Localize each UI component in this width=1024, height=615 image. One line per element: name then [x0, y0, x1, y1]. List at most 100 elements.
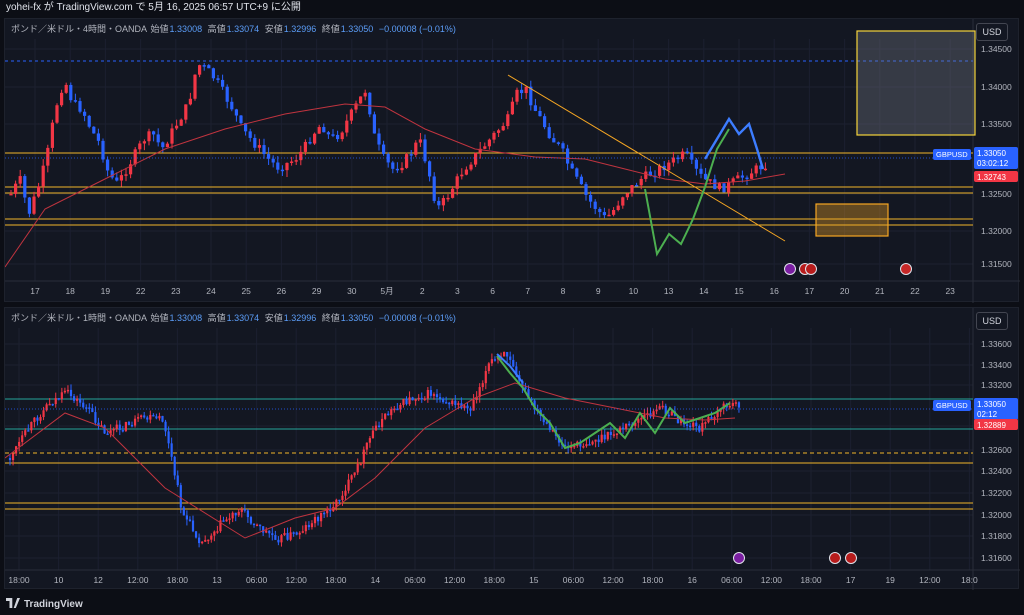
time-axis-label: 18:00 — [484, 575, 506, 585]
candle-body — [637, 418, 640, 423]
candle-body — [345, 120, 349, 133]
candle-body — [27, 197, 31, 214]
candle-body — [451, 188, 455, 198]
price-axis-label: 1.31500 — [981, 259, 1012, 269]
candle-body — [731, 403, 734, 406]
candle-body — [320, 512, 323, 522]
low-label: 安値 — [264, 313, 283, 323]
candle-body — [54, 398, 57, 405]
candle-body — [400, 167, 404, 171]
candle-body — [658, 406, 661, 410]
candle-body — [377, 425, 381, 428]
supply-zone-box — [856, 30, 976, 136]
candle-body — [265, 530, 268, 533]
candle-body — [257, 145, 261, 148]
candle-body — [255, 524, 259, 527]
ohlc-legend-4h: ポンド／米ドル・4時間・OANDA 始値1.33008 高値1.33074 安値… — [11, 22, 459, 35]
currency-button[interactable]: USD — [976, 23, 1008, 41]
candle-body — [396, 408, 399, 411]
candle-body — [64, 84, 68, 93]
candle-body — [188, 98, 192, 105]
candle-body — [79, 398, 82, 403]
chart-panel-4h[interactable]: 1.34500 1.34000 1.33500 1.32500 1.32000 1.315… — [4, 18, 1020, 303]
candle-body — [497, 130, 501, 133]
candle-body — [681, 151, 685, 160]
candle-body — [51, 403, 54, 406]
candle-body — [727, 181, 731, 193]
candle-body — [750, 173, 754, 179]
candle-body — [469, 164, 473, 170]
candle-body — [142, 141, 146, 144]
candle-body — [336, 134, 340, 140]
candle-body — [437, 200, 441, 206]
candle-body — [409, 154, 413, 156]
price-axis-label: 1.33600 — [981, 339, 1012, 349]
ma-tag — [974, 419, 1018, 430]
candle-body — [21, 435, 24, 442]
candle-body — [326, 508, 329, 514]
candle-body — [96, 133, 100, 141]
blue-forecast-line — [703, 116, 765, 170]
tradingview-logo[interactable]: TradingView — [6, 598, 83, 610]
candle-body — [179, 485, 182, 508]
candle-body — [365, 442, 368, 450]
candle-body — [313, 133, 317, 144]
chart-canvas-1h[interactable]: 1.336001.334001.332001.328001.326001.324… — [5, 308, 1020, 590]
candle-body — [243, 509, 246, 511]
time-axis-label: 17 — [805, 286, 815, 296]
candle-body — [57, 398, 60, 400]
candle-body — [316, 516, 320, 522]
time-axis-label: 06:00 — [721, 575, 743, 585]
candle-body — [512, 359, 515, 367]
candle-body — [82, 402, 85, 408]
candle-body — [478, 387, 481, 397]
moving-average-line — [5, 103, 786, 268]
candle-body — [18, 176, 22, 184]
candle-body — [547, 127, 551, 139]
time-axis-label: 12:00 — [444, 575, 466, 585]
candle-body — [228, 518, 231, 520]
currency-button[interactable]: USD — [976, 312, 1008, 330]
candle-body — [414, 399, 417, 401]
candle-body — [175, 125, 179, 129]
candle-body — [137, 417, 140, 419]
candle-body — [165, 143, 169, 148]
high-label: 高値 — [207, 313, 226, 323]
price-axis-label: 1.32200 — [981, 488, 1012, 498]
candle-body — [359, 96, 363, 104]
candle-body — [368, 438, 371, 443]
open-value: 1.33008 — [169, 24, 203, 34]
candle-body — [506, 114, 510, 127]
candle-body — [109, 430, 112, 434]
candle-body — [317, 127, 321, 134]
candle-body — [262, 526, 265, 533]
candle-body — [97, 422, 100, 426]
candle-body — [24, 430, 27, 436]
lightning-event-icon — [784, 263, 796, 275]
candle-body — [161, 415, 164, 422]
candle-body — [225, 86, 229, 102]
close-label: 終値 — [321, 24, 340, 34]
time-axis-label: 12:00 — [127, 575, 149, 585]
chart-canvas-4h[interactable]: 1.34500 1.34000 1.33500 1.32500 1.32000 1.315… — [5, 19, 1020, 303]
candle-body — [101, 140, 105, 160]
candle-body — [124, 174, 128, 176]
candle-body — [36, 417, 39, 421]
candle-body — [307, 525, 310, 528]
time-axis-label: 18:00 — [800, 575, 822, 585]
candle-body — [679, 419, 683, 424]
chart-panel-1h[interactable]: 1.336001.334001.332001.328001.326001.324… — [4, 307, 1020, 590]
candle-body — [323, 512, 326, 515]
candle-body — [533, 400, 536, 409]
high-label: 高値 — [207, 24, 226, 34]
time-axis-label: 9 — [596, 286, 601, 296]
time-axis-label: 24 — [206, 286, 216, 296]
time-axis-label: 20 — [840, 286, 850, 296]
time-axis-label: 06:00 — [246, 575, 268, 585]
candle-body — [69, 389, 73, 397]
candle-body — [585, 444, 588, 447]
candle-body — [490, 359, 493, 364]
candle-body — [745, 177, 749, 180]
candle-body — [716, 411, 719, 418]
candle-body — [451, 400, 454, 405]
